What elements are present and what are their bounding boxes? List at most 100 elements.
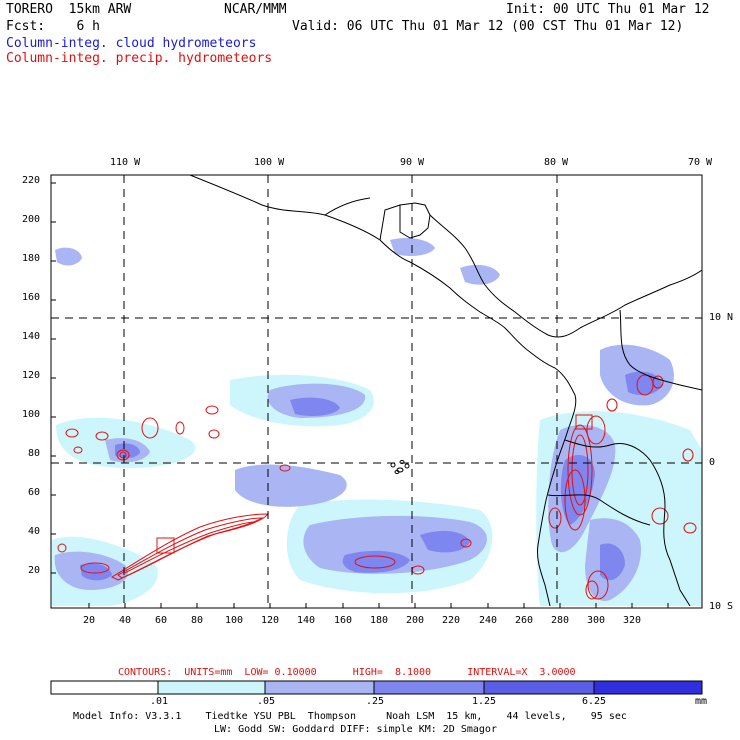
x-tick-180: 180: [370, 615, 389, 626]
map-frame: [50, 174, 703, 609]
colorbar-bin-3: [265, 681, 374, 694]
x-tick-240: 240: [479, 615, 498, 626]
precip-contour-ne-4: [682, 448, 694, 462]
precip-contour-west-3: [141, 417, 159, 439]
y-tick-20: 20: [28, 565, 41, 576]
colorbar-bin-6: [594, 681, 702, 694]
field-label-precip: Column-integ. precip. hydrometeors: [6, 51, 273, 66]
y-tick-140: 140: [22, 331, 41, 342]
lon-label-70w: 70 W: [688, 157, 713, 168]
precip-contour-west-1: [116, 449, 130, 461]
lon-label-110w: 110 W: [110, 157, 141, 168]
x-tick-120: 120: [261, 615, 280, 626]
x-tick-100: 100: [225, 615, 244, 626]
cloud-patch-2: [235, 464, 347, 507]
lat-lon-grid: [51, 175, 702, 608]
border-ecuador-peru: [547, 494, 651, 526]
colorbar-label-0.01: .01: [150, 696, 169, 707]
galapagos-island-5: [394, 470, 400, 474]
field-label-cloud: Column-integ. cloud hydrometeors: [6, 36, 257, 51]
cloud-shading: [52, 237, 702, 606]
precip-contour-east-5: [587, 570, 609, 600]
colorbar-bin-5: [484, 681, 594, 694]
precip-contour-west-2: [119, 451, 127, 459]
lat-label-10n: 10 N: [709, 312, 734, 323]
contour-info: CONTOURS: UNITS=mm LOW= 0.10000 HIGH= 8.…: [118, 667, 576, 678]
x-tick-80: 80: [191, 615, 204, 626]
cloud-patch-9: [55, 247, 82, 266]
coastline-caribbean-side: [429, 214, 581, 338]
model-info-line2: LW: Godd SW: Goddard DIFF: simple KM: 2D…: [214, 724, 497, 735]
y-tick-160: 160: [22, 292, 41, 303]
lat-label-10s: 10 S: [709, 601, 734, 612]
precip-contour-west-10: [80, 562, 110, 574]
border-colombia-venezuela: [619, 309, 702, 391]
lon-label-80w: 80 W: [544, 157, 569, 168]
colorbar-unit: mm: [695, 696, 708, 707]
galapagos-island-1: [390, 462, 396, 468]
border-peru-brazil: [649, 459, 691, 607]
colorbar-frame: [50, 680, 703, 695]
coastline-colombia: [537, 367, 577, 607]
x-tick-300: 300: [587, 615, 606, 626]
border-colombia-ecuador: [564, 439, 651, 461]
high-marker-west: [156, 537, 175, 554]
precip-contour-ne-2: [652, 375, 664, 389]
y-tick-100: 100: [22, 409, 41, 420]
cloud-core-1: [342, 550, 410, 573]
colorbar-label-6.25: 6.25: [582, 696, 607, 707]
y-tick-60: 60: [28, 487, 41, 498]
precip-contours: [57, 374, 697, 600]
coastlines: [189, 175, 702, 607]
cloud-core-4: [560, 455, 595, 525]
y-tick-220: 220: [22, 175, 41, 186]
x-tick-280: 280: [551, 615, 570, 626]
x-tick-140: 140: [297, 615, 316, 626]
precip-contour-west-11: [57, 543, 67, 553]
forecast-hour: Fcst: 6 h: [6, 19, 100, 34]
valid-time: Valid: 06 UTC Thu 01 Mar 12 (00 CST Thu …: [292, 19, 684, 34]
high-marker-east: [575, 414, 593, 430]
precip-contour-west-4: [65, 428, 79, 438]
init-time: Init: 00 UTC Thu 01 Mar 12: [506, 2, 710, 17]
x-tick-200: 200: [406, 615, 425, 626]
model-title: TORERO 15km ARW: [6, 2, 132, 17]
cloud-core-2: [420, 530, 470, 553]
precip-contour-east-4: [586, 415, 606, 445]
border-guatemala: [379, 204, 401, 241]
y-tick-80: 80: [28, 448, 41, 459]
colorbar-label-1.25: 1.25: [472, 696, 497, 707]
precip-contour-west-6: [205, 405, 219, 415]
y-tick-200: 200: [22, 214, 41, 225]
x-tick-40: 40: [119, 615, 132, 626]
galapagos-island-2: [396, 467, 404, 473]
coastline-mexico: [189, 175, 411, 263]
x-tick-60: 60: [155, 615, 168, 626]
y-tick-40: 40: [28, 526, 41, 537]
precip-contour-east-6: [585, 580, 599, 600]
tick-marks: [51, 182, 669, 608]
precip-contour-mid-1: [279, 464, 291, 472]
lon-label-100w: 100 W: [254, 157, 285, 168]
cloud-core-3: [290, 397, 340, 416]
colorbar-bin-1: [51, 681, 158, 694]
y-tick-120: 120: [22, 370, 41, 381]
colorbar-bin-4: [374, 681, 484, 694]
precip-contour-west-9: [73, 446, 83, 454]
precip-contour-west-5: [95, 431, 109, 441]
colorbar-bin-2: [158, 681, 265, 694]
x-tick-260: 260: [515, 615, 534, 626]
model-info-line1: Model Info: V3.3.1 Tiedtke YSU PBL Thomp…: [73, 711, 627, 722]
precip-contour-east-3: [564, 469, 586, 531]
coastline-yucatan: [399, 202, 431, 239]
x-tick-320: 320: [623, 615, 642, 626]
coastline-north-sa: [579, 269, 702, 329]
x-tick-220: 220: [442, 615, 461, 626]
precip-contour-east-1: [567, 424, 593, 516]
x-tick-20: 20: [83, 615, 96, 626]
precip-contour-ne-3: [606, 398, 618, 412]
x-tick-160: 160: [334, 615, 353, 626]
organization-label: NCAR/MMM: [224, 2, 287, 17]
galapagos-island-3: [404, 463, 410, 469]
precip-contour-ne-1: [636, 374, 654, 396]
